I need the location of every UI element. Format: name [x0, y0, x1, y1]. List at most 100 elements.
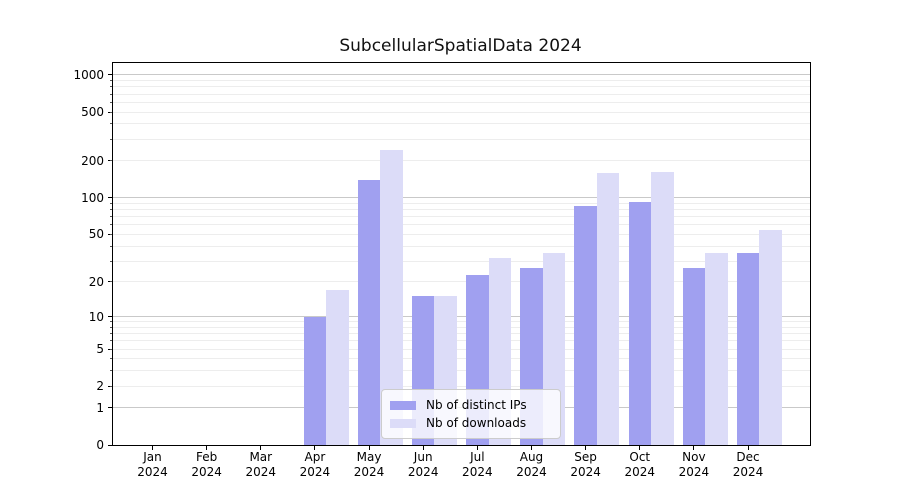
x-tick-label: Jul 2024: [462, 450, 493, 479]
gridline-minor: [113, 358, 810, 360]
y-minortick-mark: [109, 160, 112, 162]
x-tick-mark: [422, 446, 424, 450]
x-tick-mark: [585, 446, 587, 450]
y-minortick-mark: [109, 358, 112, 360]
gridline-major: [113, 197, 810, 199]
y-tick-mark: [108, 197, 112, 199]
y-tick-label: 50: [88, 227, 104, 242]
y-tick-mark: [108, 316, 112, 318]
y-minortick-mark: [109, 209, 112, 211]
y-minortick-mark: [109, 321, 112, 323]
bar-downloads-may: [380, 150, 403, 445]
bar-ips-nov: [682, 268, 706, 445]
y-tick-mark: [108, 74, 112, 76]
y-minortick-mark: [109, 233, 112, 235]
gridline-minor: [113, 326, 810, 328]
bar-downloads-oct: [651, 172, 674, 445]
x-tick-mark: [476, 446, 478, 450]
plot-area: Nb of distinct IPs Nb of downloads: [112, 62, 811, 446]
x-tick-label: Dec 2024: [732, 450, 764, 479]
chart-title: SubcellularSpatialData 2024: [339, 36, 582, 56]
x-tick-mark: [206, 446, 208, 450]
x-tick-label: Jun 2024: [407, 450, 439, 479]
x-tick-mark: [693, 446, 695, 450]
y-minortick-mark: [109, 86, 112, 88]
y-tick-label: 200: [81, 153, 104, 168]
y-tick-label: 1: [96, 400, 104, 415]
y-minortick-mark: [109, 111, 112, 113]
gridline-minor: [113, 111, 810, 113]
gridline-minor: [113, 216, 810, 218]
x-tick-mark: [639, 446, 641, 450]
legend-label-distinct-ips: Nb of distinct IPs: [426, 398, 527, 412]
bar-downloads-nov: [705, 253, 728, 445]
y-minortick-mark: [109, 333, 112, 335]
y-tick-label: 10: [88, 309, 104, 324]
bar-ips-may: [357, 179, 381, 445]
y-minortick-mark: [109, 80, 112, 82]
x-tick-label: Nov 2024: [678, 450, 710, 479]
legend-swatch-distinct-ips: [390, 400, 416, 410]
gridline-minor: [113, 224, 810, 226]
gridline-minor: [113, 86, 810, 88]
gridline-minor: [113, 123, 810, 125]
x-tick-label: Apr 2024: [299, 450, 331, 479]
gridline-minor: [113, 281, 810, 283]
y-minortick-mark: [109, 93, 112, 95]
gridline-minor: [113, 209, 810, 211]
legend: Nb of distinct IPs Nb of downloads: [381, 389, 561, 439]
gridline-minor: [113, 80, 810, 82]
x-tick-mark: [314, 446, 316, 450]
legend-swatch-downloads: [390, 418, 416, 428]
legend-item-downloads: Nb of downloads: [390, 414, 552, 432]
y-minortick-mark: [109, 216, 112, 218]
y-minortick-mark: [109, 348, 112, 350]
bar-downloads-dec: [759, 230, 782, 445]
x-tick-mark: [747, 446, 749, 450]
gridline-minor: [113, 321, 810, 323]
legend-label-downloads: Nb of downloads: [426, 416, 527, 430]
y-minortick-mark: [109, 101, 112, 103]
y-tick-label: 20: [88, 274, 104, 289]
y-tick-label: 5: [96, 342, 104, 357]
x-tick-mark: [368, 446, 370, 450]
y-tick-label: 0: [96, 438, 104, 452]
x-tick-mark: [260, 446, 262, 450]
y-minortick-mark: [109, 340, 112, 342]
y-minortick-mark: [109, 202, 112, 204]
x-tick-mark: [530, 446, 532, 450]
x-tick-label: Mar 2024: [245, 450, 277, 479]
gridline-minor: [113, 385, 810, 387]
bar-downloads-apr: [326, 290, 349, 445]
gridline-minor: [113, 233, 810, 235]
gridline-minor: [113, 340, 810, 342]
y-minortick-mark: [109, 260, 112, 262]
gridline-minor: [113, 245, 810, 247]
y-tick-mark: [108, 407, 112, 409]
gridline-minor: [113, 138, 810, 140]
y-tick-label: 2: [96, 379, 104, 394]
gridline-minor: [113, 101, 810, 103]
bar-downloads-sep: [596, 173, 620, 445]
gridline-minor: [113, 202, 810, 204]
y-minortick-mark: [109, 138, 112, 140]
gridline-major: [113, 74, 810, 76]
y-minortick-mark: [109, 224, 112, 226]
gridline-minor: [113, 160, 810, 162]
y-minortick-mark: [109, 123, 112, 125]
y-tick-mark: [108, 444, 112, 446]
y-minortick-mark: [109, 326, 112, 328]
x-tick-label: May 2024: [353, 450, 385, 479]
y-minortick-mark: [109, 245, 112, 247]
legend-item-distinct-ips: Nb of distinct IPs: [390, 396, 552, 414]
x-tick-label: Jan 2024: [137, 450, 168, 479]
y-tick-label: 100: [81, 190, 104, 205]
gridline-minor: [113, 93, 810, 95]
bar-ips-dec: [736, 253, 760, 445]
bar-ips-apr: [303, 316, 327, 445]
gridline-minor: [113, 370, 810, 372]
y-tick-label: 1000: [73, 67, 104, 82]
bar-ips-sep: [574, 205, 597, 445]
y-minortick-mark: [109, 370, 112, 372]
